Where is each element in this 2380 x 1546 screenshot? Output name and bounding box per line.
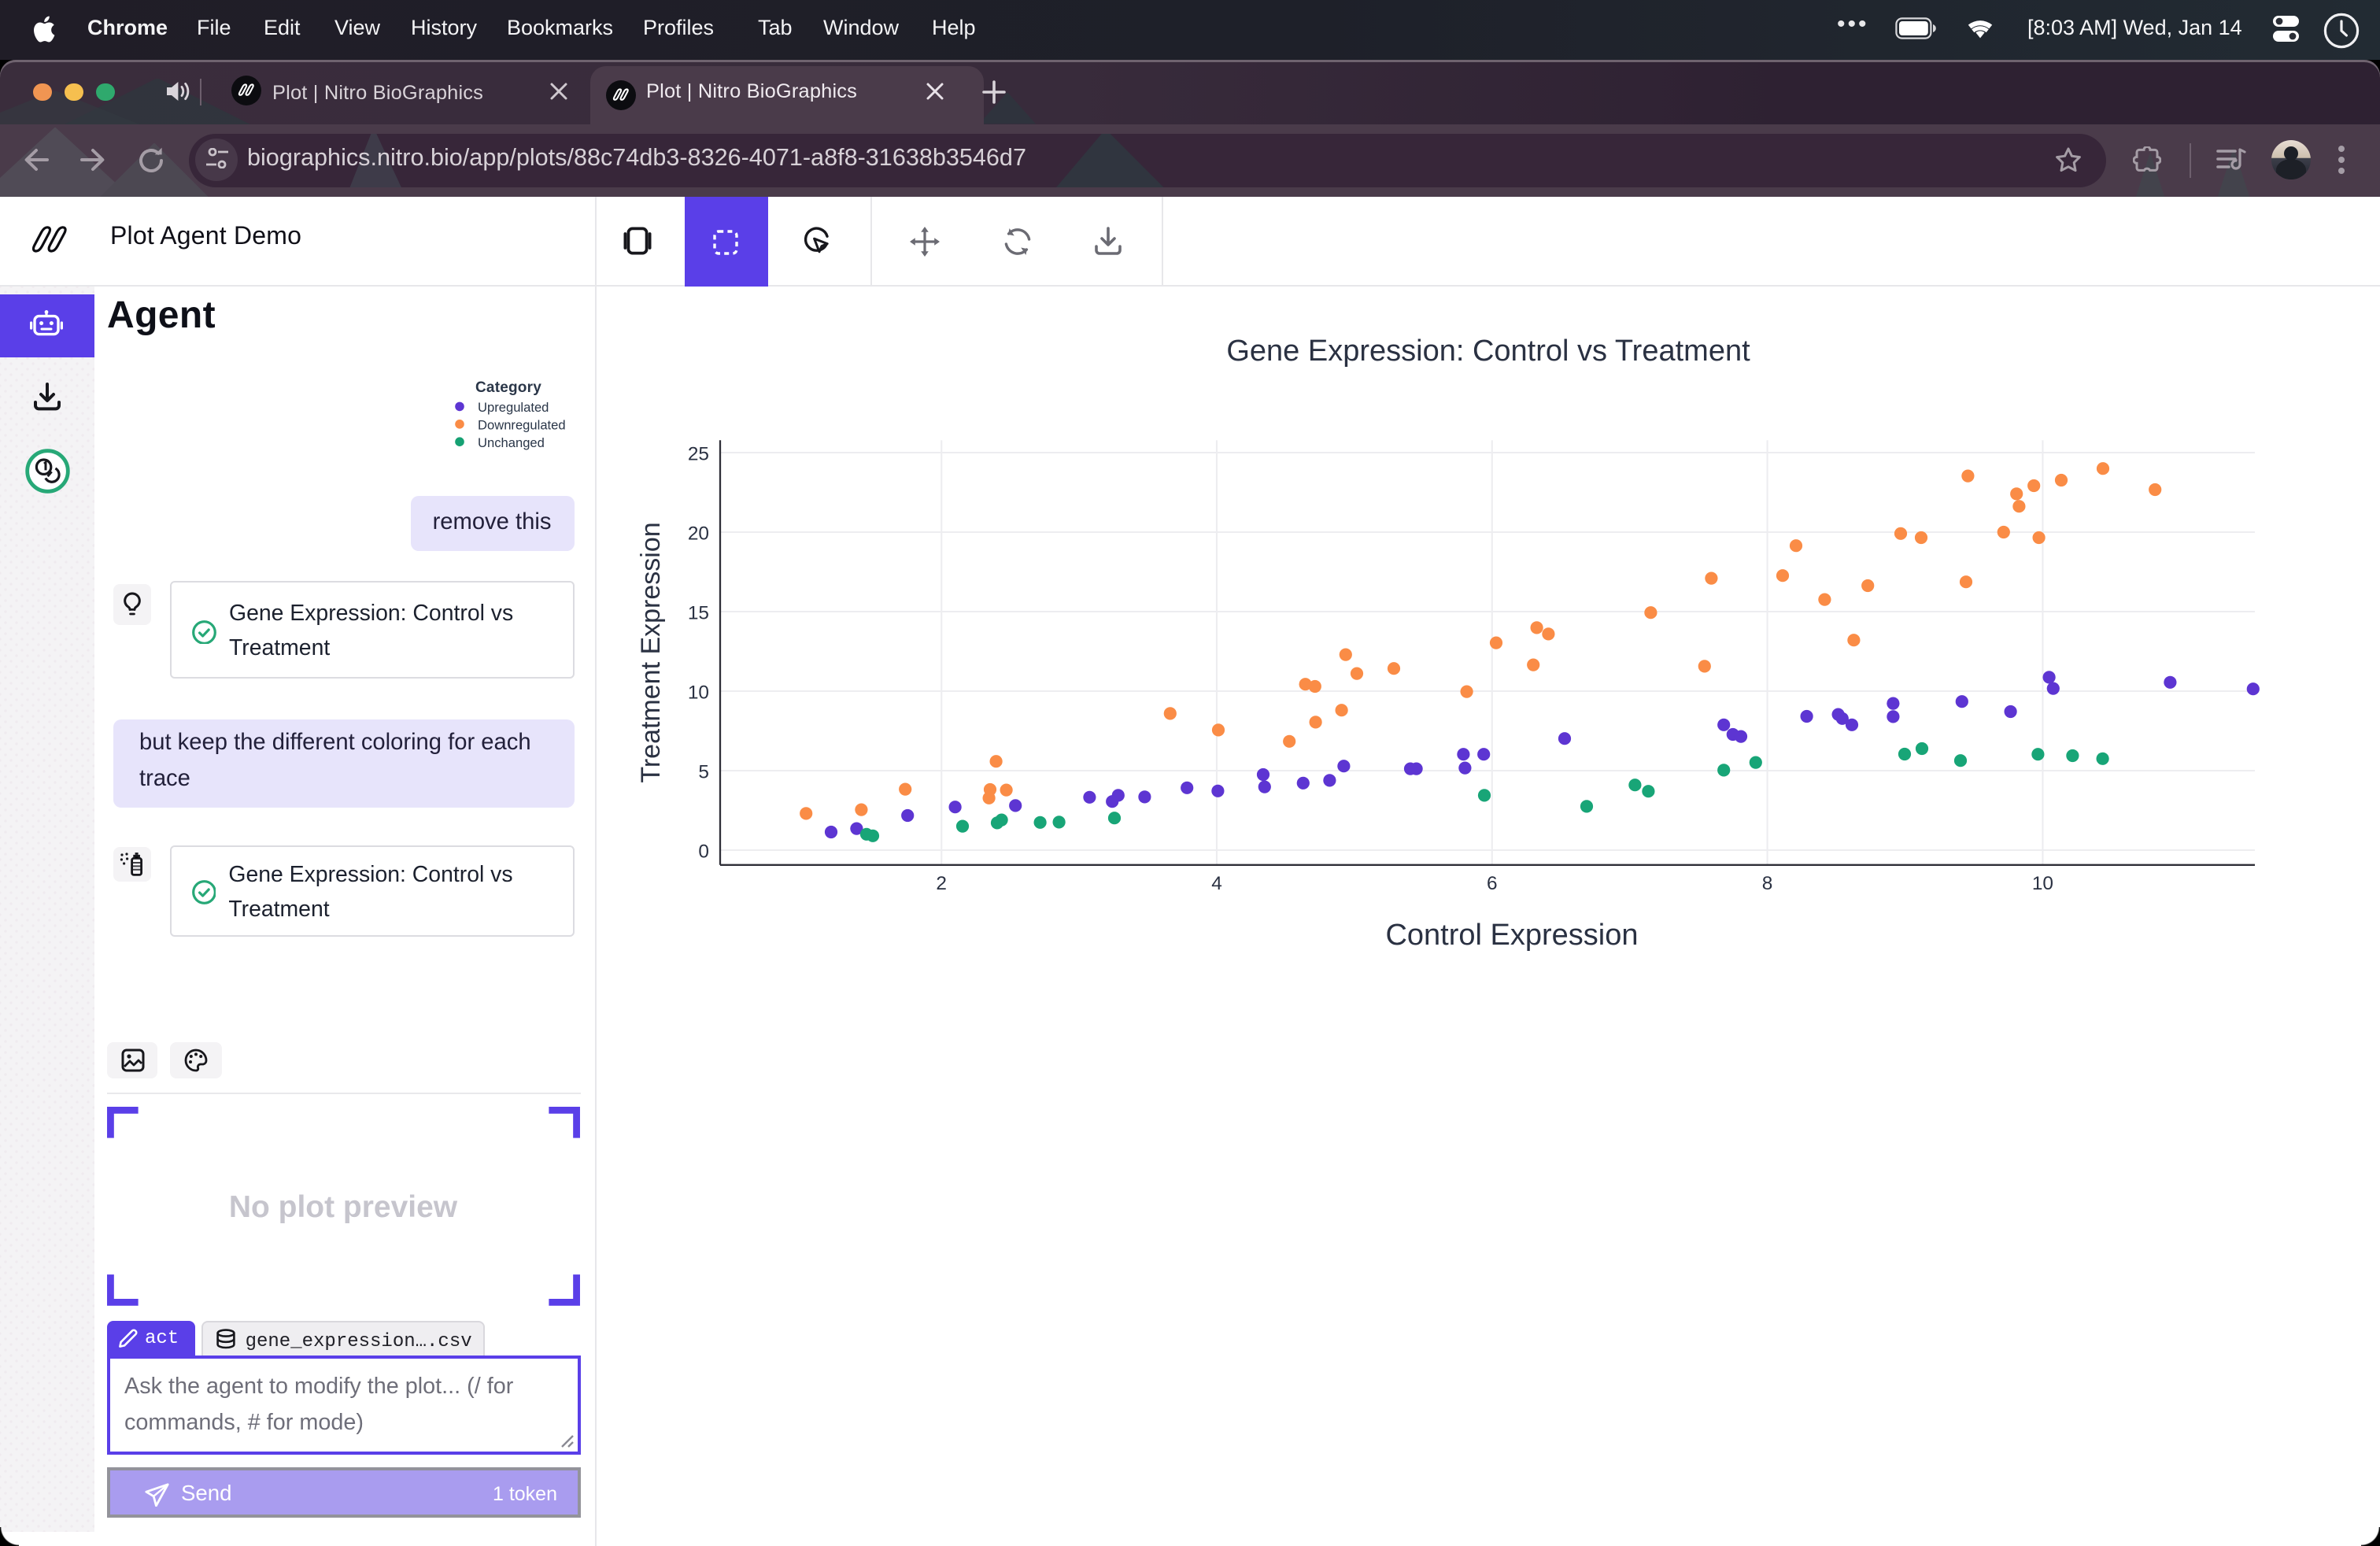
svg-text:10: 10 xyxy=(687,682,708,704)
svg-text:Treatment Expression: Treatment Expression xyxy=(635,522,665,782)
svg-text:Upregulated: Upregulated xyxy=(478,399,549,414)
svg-text:4: 4 xyxy=(1210,873,1221,894)
svg-text:8: 8 xyxy=(1761,873,1772,894)
svg-text:6: 6 xyxy=(1486,873,1497,894)
svg-text:5: 5 xyxy=(697,762,708,783)
svg-text:Gene Expression: Control vs Tr: Gene Expression: Control vs Treatment xyxy=(1225,335,1750,368)
svg-text:Downregulated: Downregulated xyxy=(478,417,566,432)
svg-text:15: 15 xyxy=(687,603,708,624)
svg-text:No plot preview: No plot preview xyxy=(229,1191,458,1225)
svg-text:25: 25 xyxy=(687,444,708,465)
svg-text:2: 2 xyxy=(935,873,946,894)
svg-text:Unchanged: Unchanged xyxy=(478,435,545,449)
svg-text:20: 20 xyxy=(687,523,708,545)
svg-text:10: 10 xyxy=(2031,873,2053,894)
svg-text:0: 0 xyxy=(697,841,708,863)
svg-text:Control Expression: Control Expression xyxy=(1384,919,1637,952)
